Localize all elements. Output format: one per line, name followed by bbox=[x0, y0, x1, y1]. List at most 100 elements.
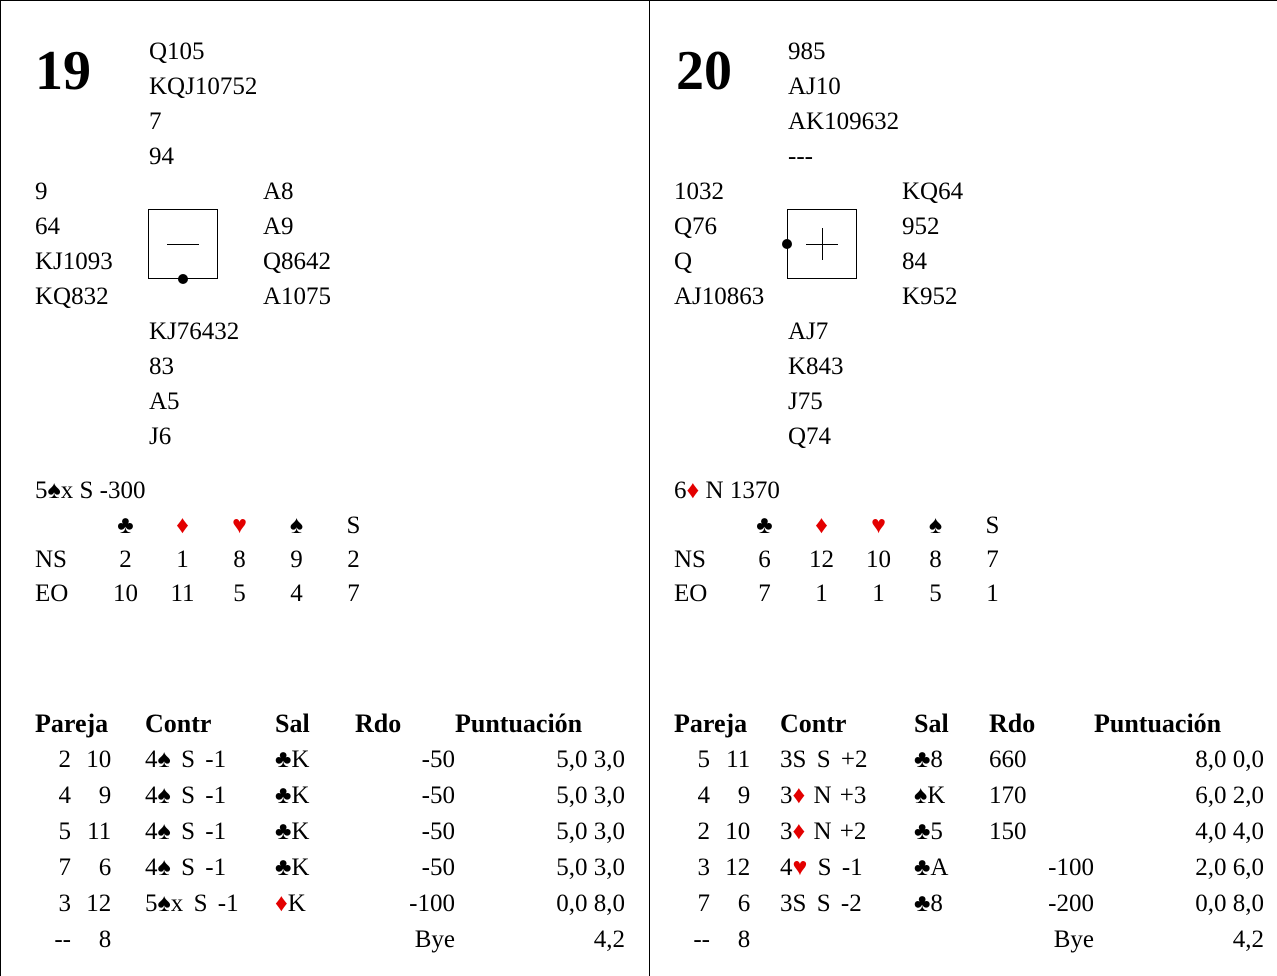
diamond-icon: ♦ bbox=[792, 782, 806, 809]
notrump-label: S bbox=[346, 512, 361, 539]
heart-icon: ♥ bbox=[792, 854, 808, 881]
board-number: 20 bbox=[676, 40, 732, 102]
bye-row: -- 8 Bye 4,2 bbox=[54, 926, 625, 953]
north-diamonds: AK109632 bbox=[788, 108, 900, 135]
east-diamonds: Q8642 bbox=[263, 248, 332, 275]
east-hand: KQ64 952 84 K952 bbox=[902, 174, 963, 314]
west-hearts: 64 bbox=[35, 213, 60, 240]
par-level: 5 bbox=[35, 477, 48, 504]
table-row: 5 11 3S S +2 ♣8 660 8,0 0,0 bbox=[697, 746, 1265, 773]
spade-icon: ♠ bbox=[157, 890, 171, 917]
diamond-icon: ♦ bbox=[275, 890, 288, 917]
compass-box bbox=[148, 209, 218, 279]
tricks-row-eo: EO 7 1 1 5 1 bbox=[674, 580, 999, 607]
north-hand: Q105 KQJ10752 7 94 bbox=[149, 34, 257, 174]
club-icon: ♣ bbox=[275, 746, 292, 773]
par-contract: 5♠x S -300 bbox=[35, 476, 146, 506]
results-header: Pareja Contr Sal Rdo Puntuación bbox=[674, 709, 1222, 738]
east-spades: KQ64 bbox=[902, 178, 964, 205]
west-clubs: AJ10863 bbox=[674, 283, 765, 310]
par-contract: 6♦ N 1370 bbox=[674, 476, 780, 506]
west-diamonds: Q bbox=[674, 248, 693, 275]
heart-icon: ♥ bbox=[232, 512, 247, 539]
east-spades: A8 bbox=[263, 178, 294, 205]
north-clubs: 94 bbox=[149, 143, 174, 170]
par-level: 6 bbox=[674, 477, 687, 504]
west-hand: 1032 Q76 Q AJ10863 bbox=[674, 174, 764, 314]
diamond-icon: ♦ bbox=[792, 818, 806, 845]
south-spades: KJ76432 bbox=[149, 318, 240, 345]
east-clubs: K952 bbox=[902, 283, 958, 310]
south-hearts: K843 bbox=[788, 353, 844, 380]
table-row: 3 12 4♥ S -1 ♣A -100 2,0 6,0 bbox=[697, 854, 1265, 881]
tricks-table: ♣ ♦ ♥ ♠ S NS 2 1 8 9 2 EO 10 11 5 4 7 bbox=[35, 509, 382, 611]
spade-icon: ♠ bbox=[289, 512, 304, 539]
board-number: 19 bbox=[35, 40, 91, 102]
spade-icon: ♠ bbox=[928, 512, 943, 539]
spade-icon: ♠ bbox=[157, 854, 171, 881]
club-icon: ♣ bbox=[117, 512, 134, 539]
table-row: 2 10 4♠ S -1 ♣K -50 5,0 3,0 bbox=[58, 746, 626, 773]
club-icon: ♣ bbox=[914, 890, 931, 917]
north-diamonds: 7 bbox=[149, 108, 162, 135]
club-icon: ♣ bbox=[275, 782, 292, 809]
club-icon: ♣ bbox=[275, 818, 292, 845]
east-diamonds: 84 bbox=[902, 248, 927, 275]
south-hand: AJ7 K843 J75 Q74 bbox=[788, 314, 844, 454]
tricks-table: ♣ ♦ ♥ ♠ S NS 6 12 10 8 7 EO 7 1 1 5 1 bbox=[674, 509, 1021, 611]
table-row: 4 9 4♠ S -1 ♣K -50 5,0 3,0 bbox=[58, 782, 626, 809]
west-hearts: Q76 bbox=[674, 213, 718, 240]
dealer-dot bbox=[782, 239, 792, 249]
results-header: Pareja Contr Sal Rdo Puntuación bbox=[35, 709, 583, 738]
west-spades: 1032 bbox=[674, 178, 724, 205]
south-spades: AJ7 bbox=[788, 318, 829, 345]
dealer-dot bbox=[178, 274, 188, 284]
west-hand: 9 64 KJ1093 KQ832 bbox=[35, 174, 113, 314]
heart-icon: ♥ bbox=[871, 512, 886, 539]
south-diamonds: J75 bbox=[788, 388, 823, 415]
south-clubs: J6 bbox=[149, 423, 172, 450]
diamond-icon: ♦ bbox=[686, 477, 700, 504]
club-icon: ♣ bbox=[914, 746, 931, 773]
par-rest: N 1370 bbox=[699, 477, 780, 504]
east-hearts: A9 bbox=[263, 213, 294, 240]
tricks-row-ns: NS 2 1 8 9 2 bbox=[35, 546, 360, 573]
table-row: 3 12 5♠x S -1 ♦K -100 0,0 8,0 bbox=[58, 890, 626, 917]
tricks-row-eo: EO 10 11 5 4 7 bbox=[35, 580, 360, 607]
results-table: Pareja Contr Sal Rdo Puntuación 5 11 3S … bbox=[674, 706, 1264, 958]
south-diamonds: A5 bbox=[149, 388, 180, 415]
north-hand: 985 AJ10 AK109632 --- bbox=[788, 34, 899, 174]
table-row: 2 10 3♦ N +2 ♣5 150 4,0 4,0 bbox=[697, 818, 1265, 845]
tricks-row-ns: NS 6 12 10 8 7 bbox=[674, 546, 999, 573]
north-clubs: --- bbox=[788, 143, 813, 170]
table-row: 5 11 4♠ S -1 ♣K -50 5,0 3,0 bbox=[58, 818, 626, 845]
diamond-icon: ♦ bbox=[176, 512, 189, 539]
diamond-icon: ♦ bbox=[815, 512, 828, 539]
spade-icon: ♠ bbox=[47, 477, 61, 504]
spade-icon: ♠ bbox=[157, 818, 171, 845]
minus-icon bbox=[167, 244, 199, 245]
results-table: Pareja Contr Sal Rdo Puntuación 2 10 4♠ … bbox=[35, 706, 625, 958]
compass-box bbox=[787, 209, 857, 279]
spade-icon: ♠ bbox=[157, 782, 171, 809]
par-rest: x S -300 bbox=[60, 477, 146, 504]
table-row: 7 6 4♠ S -1 ♣K -50 5,0 3,0 bbox=[58, 854, 626, 881]
east-hand: A8 A9 Q8642 A1075 bbox=[263, 174, 331, 314]
west-diamonds: KJ1093 bbox=[35, 248, 113, 275]
east-clubs: A1075 bbox=[263, 283, 332, 310]
south-hearts: 83 bbox=[149, 353, 174, 380]
board-19-panel: 19 Q105 KQJ10752 7 94 9 64 KJ1093 KQ832 … bbox=[0, 0, 650, 976]
table-row: 4 9 3♦ N +3 ♠K 170 6,0 2,0 bbox=[697, 782, 1265, 809]
east-hearts: 952 bbox=[902, 213, 940, 240]
board-20-panel: 20 985 AJ10 AK109632 --- 1032 Q76 Q AJ10… bbox=[650, 0, 1277, 976]
south-clubs: Q74 bbox=[788, 423, 832, 450]
table-row: 7 6 3S S -2 ♣8 -200 0,0 8,0 bbox=[697, 890, 1265, 917]
west-clubs: KQ832 bbox=[35, 283, 109, 310]
west-spades: 9 bbox=[35, 178, 48, 205]
bye-row: -- 8 Bye 4,2 bbox=[693, 926, 1264, 953]
notrump-label: S bbox=[985, 512, 1000, 539]
club-icon: ♣ bbox=[914, 854, 931, 881]
north-spades: Q105 bbox=[149, 38, 205, 65]
north-hearts: AJ10 bbox=[788, 73, 841, 100]
